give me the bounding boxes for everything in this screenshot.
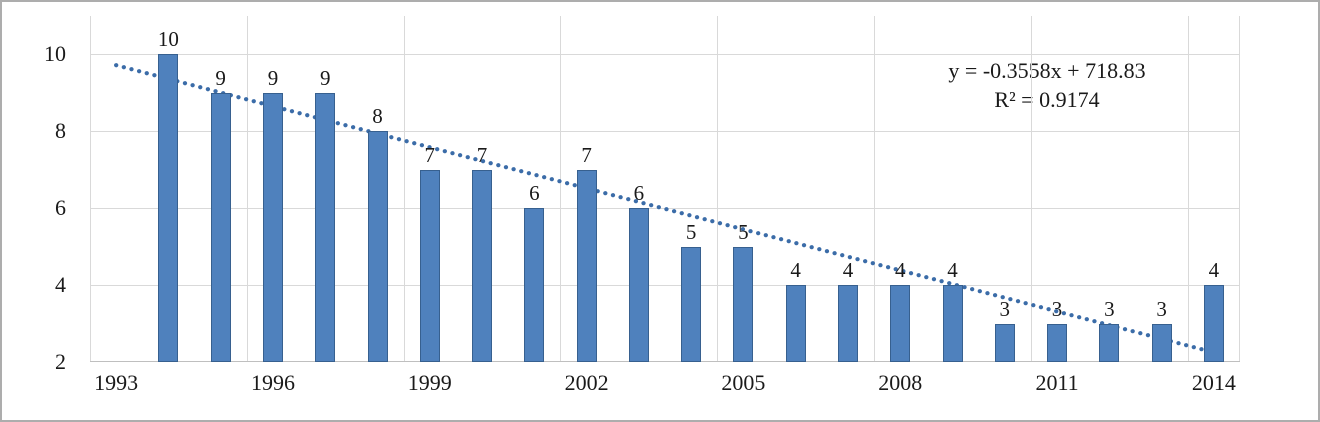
x-tick-label-1999: 1999 — [407, 370, 452, 395]
bar-2014 — [1203, 285, 1224, 362]
bar-value-label-2001: 6 — [529, 181, 540, 206]
bar-value-label-1999: 7 — [424, 142, 436, 167]
x-tick-label-2005: 2005 — [721, 370, 766, 395]
bar-1998 — [367, 131, 388, 362]
y-tick-label-8: 8 — [55, 118, 66, 144]
bar-1995 — [210, 92, 231, 362]
bar-value-label-2007: 4 — [842, 258, 854, 283]
x-tick-label-2008: 2008 — [878, 370, 923, 395]
bar-value-label-2014: 4 — [1208, 258, 1220, 283]
bar-value-label-1994: 10 — [157, 27, 179, 52]
plot-area: y = -0.3558x + 718.83 R² = 0.9174 10 9 9 9 8… — [90, 16, 1240, 362]
bar-2007 — [837, 285, 858, 362]
x-tick-label-2002: 2002 — [564, 370, 609, 395]
bar-2012 — [1099, 323, 1120, 362]
bar-2006 — [785, 285, 806, 362]
y-tick-label-6: 6 — [55, 195, 66, 221]
bar-value-label-2003: 6 — [633, 181, 645, 206]
bar-value-label-2006: 4 — [790, 258, 801, 283]
bar-value-label-1997: 9 — [319, 65, 331, 90]
bar-2001 — [524, 208, 545, 362]
bar-2010 — [994, 323, 1015, 362]
trendline-equation-text: y = -0.3558x + 718.83 — [948, 58, 1146, 83]
bar-1996 — [262, 92, 283, 362]
trendline — [114, 63, 1216, 355]
bar-1997 — [315, 92, 336, 362]
bar-2013 — [1151, 323, 1172, 362]
bar-value-label-2013: 3 — [1156, 296, 1167, 321]
bar-value-label-2005: 5 — [738, 219, 749, 244]
bar-value-label-2008: 4 — [894, 258, 906, 283]
y-tick-label-4: 4 — [55, 272, 66, 298]
bar-1994 — [158, 54, 179, 362]
bar-value-label-2000: 7 — [476, 142, 488, 167]
x-tick-label-1996: 1996 — [250, 370, 295, 395]
bar-value-label-2012: 3 — [1104, 296, 1115, 321]
bar-value-label-2010: 3 — [999, 296, 1011, 321]
x-tick-label-2014: 2014 — [1191, 370, 1236, 395]
plot-canvas — [90, 16, 1240, 362]
bar-value-label-2011: 3 — [1051, 296, 1063, 321]
bar-2008 — [890, 285, 911, 362]
y-tick-label-2: 2 — [55, 349, 66, 374]
bar-value-label-1996: 9 — [267, 65, 279, 90]
bar-2003 — [628, 208, 649, 362]
bar-2009 — [942, 285, 963, 362]
trendline-equation-block: y = -0.3558x + 718.83 R² = 0.9174 — [867, 56, 1227, 114]
x-axis-labels: 1993 1996 1999 2002 2005 2008 2011 2014 — [90, 368, 1240, 400]
x-tick-label-2011: 2011 — [1035, 370, 1079, 395]
bar-2005 — [733, 246, 754, 362]
bar-value-label-2009: 4 — [947, 258, 958, 283]
bar-2011 — [1047, 323, 1068, 362]
y-tick-label-10: 10 — [44, 41, 66, 67]
x-tick-label-1993: 1993 — [94, 370, 139, 395]
bar-1999 — [419, 169, 440, 362]
bar-value-label-1998: 8 — [372, 104, 383, 129]
bar-2004 — [681, 246, 702, 362]
bar-2000 — [472, 169, 493, 362]
bar-value-label-2004: 5 — [685, 219, 697, 244]
bar-2002 — [576, 169, 597, 362]
r-squared-text: R² = 0.9174 — [994, 87, 1100, 112]
y-axis-labels: 2 4 6 8 10 — [2, 16, 80, 374]
bar-value-label-1995: 9 — [215, 65, 226, 90]
bar-value-label-2002: 7 — [581, 142, 592, 167]
